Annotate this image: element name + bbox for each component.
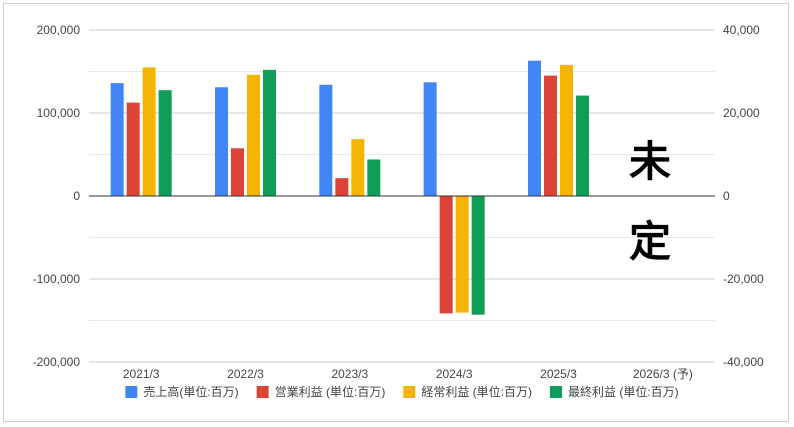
right-tick-label: 40,000 — [723, 23, 760, 37]
gridlines — [89, 29, 715, 363]
bar-1-3 — [319, 84, 333, 196]
x-tick-label: 2024/3 — [436, 367, 473, 381]
legend-item: 最終利益 (単位:百万) — [550, 384, 679, 399]
legend-item: 営業利益 (単位:百万) — [256, 384, 386, 399]
bar-2-4 — [439, 196, 453, 314]
chart-frame — [3, 3, 789, 422]
left-axis: 200,000 100,000 0 -100,000 -200,000 — [33, 23, 81, 369]
legend-item: 売上高(単位:百万) — [125, 384, 239, 399]
bar-3-3 — [351, 139, 365, 196]
legend-label: 最終利益 (単位:百万) — [568, 384, 679, 399]
bar-1-5 — [528, 60, 541, 197]
x-tick-label: 2021/3 — [123, 367, 160, 381]
bars — [110, 60, 589, 315]
bar-4-3 — [367, 159, 381, 196]
bar-3-2 — [247, 74, 260, 196]
bar-4-4 — [471, 196, 485, 315]
x-tick-label: 2022/3 — [227, 367, 264, 381]
annotation-tei: 定 — [629, 217, 671, 266]
bar-1-4 — [423, 82, 437, 196]
left-tick-label: -100,000 — [33, 272, 81, 286]
right-tick-label: -20,000 — [723, 272, 764, 286]
left-tick-label: -200,000 — [33, 355, 81, 369]
bar-3-5 — [560, 64, 573, 196]
left-tick-label: 100,000 — [37, 106, 81, 120]
x-tick-label: 2026/3 (予) — [633, 367, 693, 381]
bar-2-2 — [231, 148, 244, 196]
left-tick-label: 0 — [73, 189, 80, 203]
left-tick-label: 200,000 — [37, 23, 81, 37]
right-tick-label: -40,000 — [723, 355, 764, 369]
legend-label: 売上高(単位:百万) — [143, 384, 238, 399]
bar-1-2 — [215, 87, 228, 196]
bar-1-1 — [110, 83, 124, 196]
bar-4-5 — [576, 95, 589, 196]
legend-swatch — [125, 386, 138, 398]
bar-2-5 — [544, 75, 557, 196]
bar-2-1 — [126, 102, 140, 196]
bar-4-2 — [263, 69, 276, 196]
legend-item: 経常利益 (単位:百万) — [403, 384, 532, 399]
right-axis: 40,000 20,000 0 -20,000 -40,000 — [723, 23, 764, 369]
legend-swatch — [550, 386, 562, 398]
legend-swatch — [403, 386, 416, 398]
x-tick-label: 2023/3 — [331, 367, 368, 381]
legend: 売上高(単位:百万) 営業利益 (単位:百万) 経常利益 (単位:百万) 最終利益 (… — [125, 384, 679, 399]
right-tick-label: 0 — [723, 189, 730, 203]
x-tick-label: 2025/3 — [540, 367, 577, 381]
legend-label: 経常利益 (単位:百万) — [421, 384, 532, 399]
right-tick-label: 20,000 — [723, 106, 760, 120]
annotation-mi: 未 — [629, 137, 671, 186]
x-axis: 2021/3 2022/3 2023/3 2024/3 2025/3 2026/3 (予) — [123, 367, 693, 381]
bar-3-4 — [455, 196, 469, 313]
bar-4-1 — [158, 90, 172, 196]
legend-label: 営業利益 (単位:百万) — [275, 384, 386, 399]
bar-2-3 — [335, 178, 349, 196]
bar-3-1 — [142, 67, 156, 196]
legend-swatch — [256, 386, 269, 398]
